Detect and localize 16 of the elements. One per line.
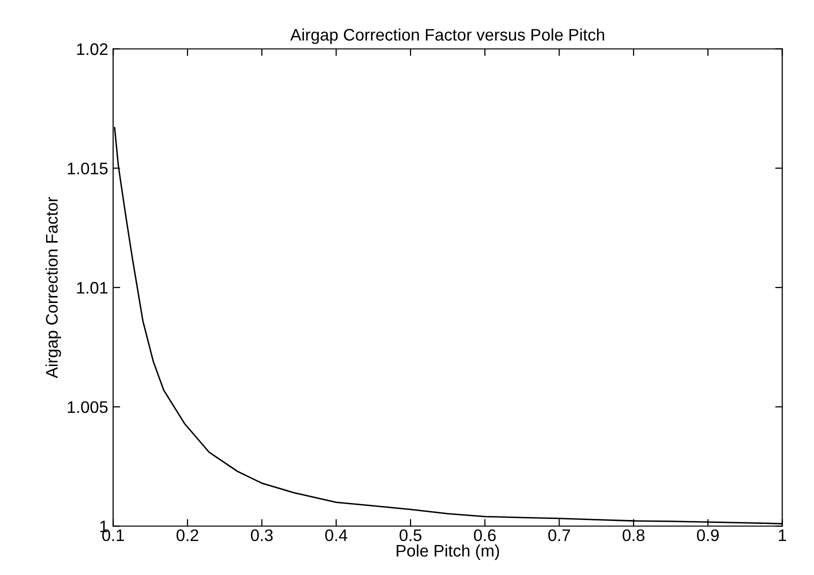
y-tick-label: 1.02 — [77, 43, 108, 56]
y-tick-label: 1.005 — [68, 401, 108, 414]
x-tick-label: 0.2 — [176, 529, 198, 542]
y-tick-label: 1.015 — [68, 162, 108, 174]
x-axis-title: Pole Pitch (m) — [396, 544, 499, 560]
x-tick-label: 0.8 — [622, 529, 644, 542]
y-tick-label: 1.01 — [77, 282, 108, 294]
chart-title: Airgap Correction Factor versus Pole Pitch — [290, 28, 604, 44]
x-tick-label: 1 — [778, 530, 786, 541]
x-tick-label: 0.9 — [696, 529, 719, 542]
x-tick-label: 0.6 — [474, 529, 496, 542]
y-axis-title: Airgap Correction Factor — [45, 196, 62, 378]
x-tick-label: 0.3 — [250, 529, 273, 542]
x-tick-label: 0.7 — [548, 529, 570, 542]
x-tick-label: 0.5 — [400, 529, 422, 542]
x-tick-label: 0.4 — [325, 529, 348, 542]
